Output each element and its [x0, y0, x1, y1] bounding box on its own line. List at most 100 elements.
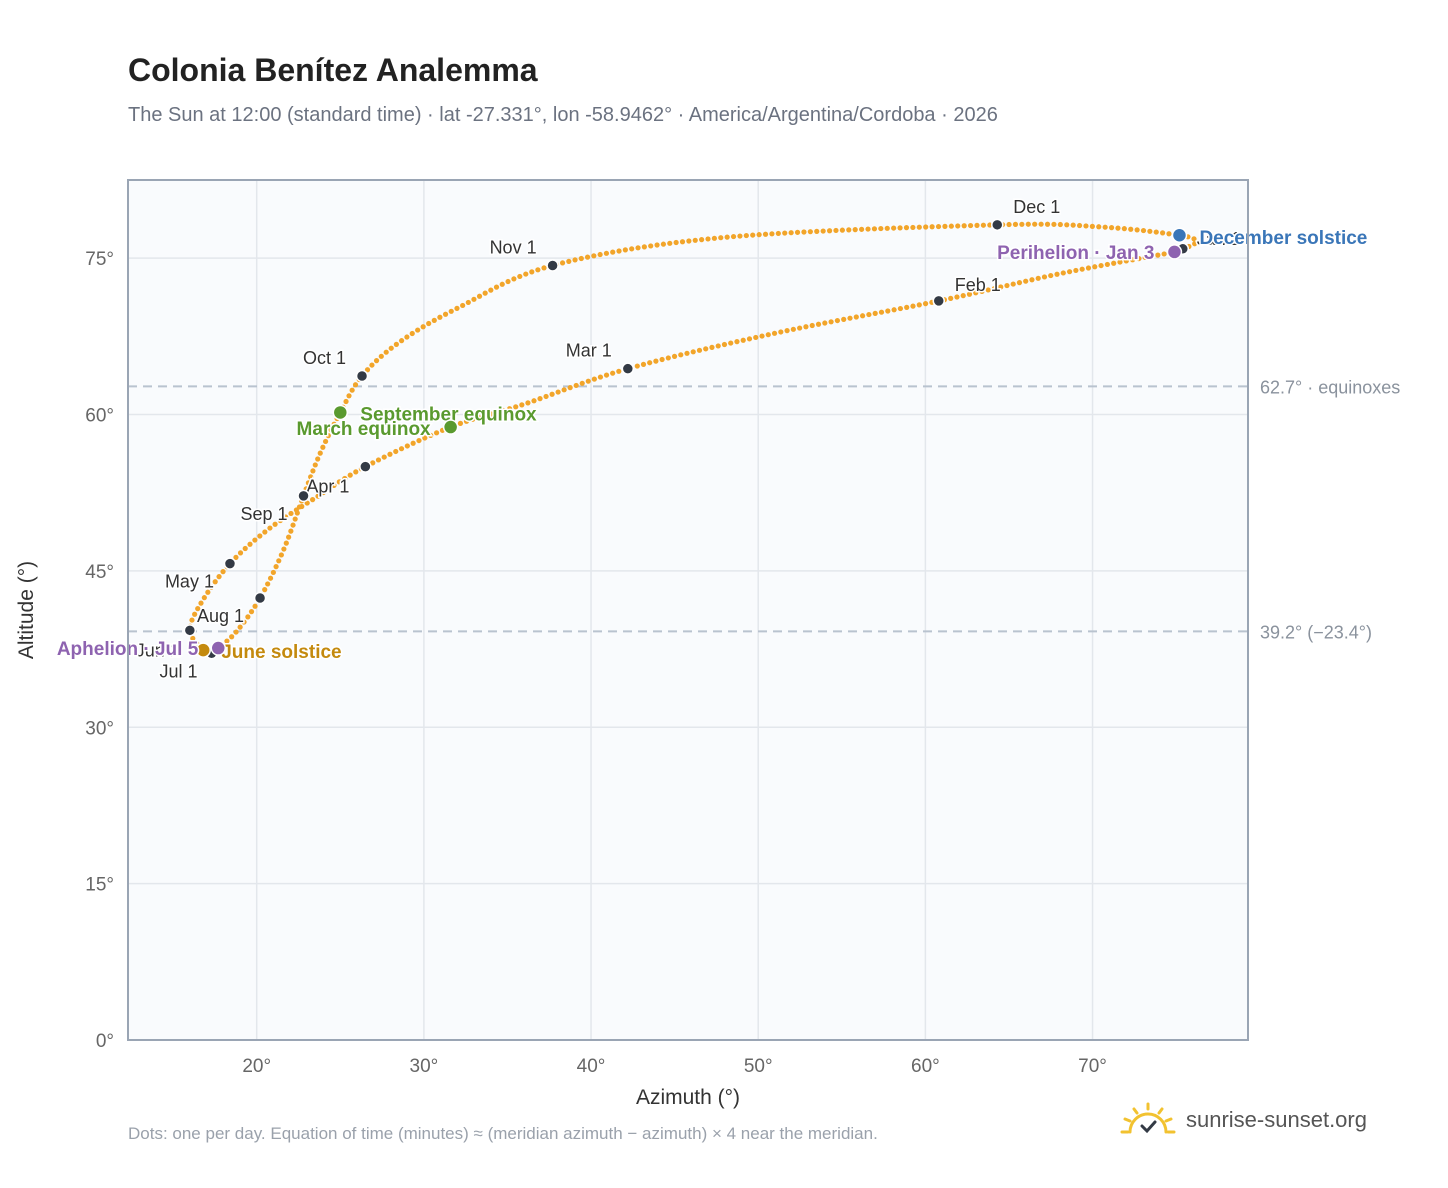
daily-dot — [267, 575, 274, 581]
daily-dot — [730, 233, 737, 240]
daily-dot — [476, 414, 482, 421]
daily-dot — [525, 400, 531, 406]
daily-dot — [566, 258, 572, 264]
daily-dot — [673, 239, 679, 246]
daily-dot — [954, 294, 960, 300]
daily-dot — [205, 589, 211, 595]
month-marker-label: Jul 1 — [160, 661, 198, 681]
daily-dot — [272, 521, 278, 527]
daily-dot — [929, 224, 935, 230]
daily-dot — [426, 320, 432, 327]
plot-frame — [127, 179, 1249, 1041]
daily-dot — [517, 273, 523, 280]
daily-dot — [1066, 269, 1073, 275]
daily-dot — [775, 230, 781, 237]
daily-dot — [1117, 259, 1123, 265]
daily-dot — [511, 276, 517, 282]
daily-dot — [641, 244, 647, 250]
daily-dot — [247, 541, 253, 547]
daily-dot — [667, 240, 673, 246]
daily-dot — [807, 229, 813, 235]
daily-dot — [847, 315, 853, 321]
special-point — [332, 404, 349, 421]
daily-dot — [328, 427, 334, 433]
reference-line-label: 62.7° · equinoxes — [1260, 377, 1400, 397]
daily-dot — [296, 504, 303, 510]
daily-dot — [826, 228, 833, 234]
month-marker-label: Oct 1 — [303, 348, 346, 368]
daily-dot — [1192, 241, 1198, 247]
daily-dot — [991, 285, 998, 292]
daily-dot — [416, 437, 422, 444]
daily-dot — [1025, 221, 1031, 227]
daily-dot — [310, 468, 316, 474]
daily-dot — [1128, 226, 1134, 232]
daily-dot — [846, 227, 852, 233]
month-marker-label: Feb 1 — [955, 275, 1001, 295]
daily-dot — [383, 349, 389, 355]
daily-dot — [622, 247, 628, 253]
daily-dot — [322, 438, 329, 445]
daily-dot — [326, 486, 332, 492]
daily-dot — [220, 569, 226, 575]
daily-dot — [1153, 229, 1159, 235]
daily-dot — [865, 226, 871, 232]
daily-dot — [500, 407, 507, 414]
daily-dot — [201, 595, 207, 601]
daily-dot — [471, 296, 477, 302]
daily-dot — [671, 353, 678, 359]
special-point — [195, 642, 211, 658]
daily-dot — [1166, 231, 1172, 237]
daily-dot — [506, 406, 513, 412]
daily-dot — [245, 614, 251, 620]
daily-dot — [262, 529, 268, 535]
daily-dot — [404, 443, 410, 449]
daily-dot — [1089, 223, 1095, 229]
brand[interactable]: sunrise-sunset.org — [1120, 1102, 1367, 1138]
daily-dot — [387, 451, 393, 457]
daily-dot — [1038, 221, 1044, 227]
daily-dot — [283, 514, 289, 520]
special-point — [1171, 227, 1188, 243]
daily-dot — [759, 333, 765, 339]
daily-dot — [891, 225, 897, 231]
special-point-label: March equinox — [297, 419, 432, 440]
daily-dot — [290, 522, 296, 528]
daily-dot — [692, 237, 698, 243]
daily-dot — [237, 550, 244, 556]
daily-dot — [252, 603, 258, 609]
daily-dot — [654, 242, 660, 248]
daily-dot — [740, 337, 746, 343]
month-marker-label: Mar 1 — [566, 341, 612, 361]
daily-dot — [216, 574, 222, 580]
daily-dot — [233, 629, 239, 635]
daily-dot — [961, 223, 967, 229]
daily-dot — [746, 336, 753, 342]
daily-dot — [1121, 226, 1127, 232]
daily-dot — [935, 223, 942, 230]
daily-dot — [616, 248, 622, 254]
month-marker-label: Jun 1 — [136, 640, 180, 660]
daily-dot — [448, 308, 454, 314]
daily-dot — [737, 233, 743, 239]
y-tick-label: 15° — [85, 875, 114, 896]
daily-dot — [866, 311, 872, 318]
chart-title: Colonia Benítez Analemma — [128, 52, 538, 88]
daily-dot — [537, 396, 543, 402]
daily-dot — [212, 579, 218, 585]
daily-dot — [555, 389, 561, 395]
daily-dot — [788, 230, 794, 236]
daily-dot — [904, 304, 910, 310]
daily-dot — [349, 387, 355, 393]
daily-dot — [852, 227, 858, 233]
month-marker — [223, 557, 237, 570]
daily-dot — [378, 353, 384, 359]
daily-dot — [364, 367, 371, 373]
daily-dot — [1104, 261, 1110, 268]
daily-dot — [428, 432, 434, 438]
daily-dot — [1111, 260, 1117, 266]
daily-dot — [1064, 222, 1070, 228]
y-tick-label: 0° — [96, 1031, 114, 1052]
